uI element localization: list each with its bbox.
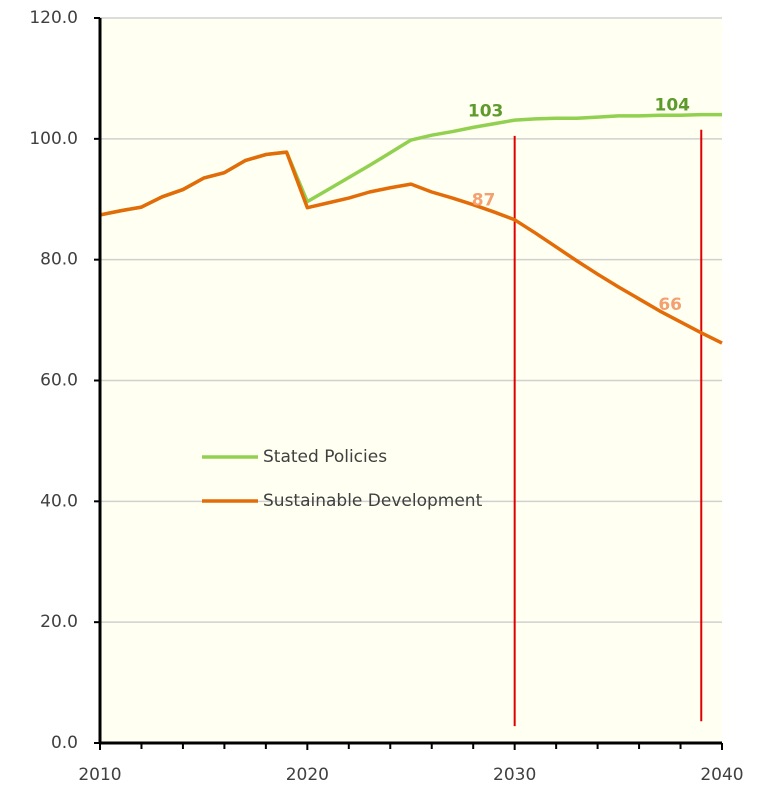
y-tick-label: 120.0	[29, 8, 78, 28]
y-tick-label: 60.0	[40, 371, 78, 391]
annotation: 66	[658, 295, 682, 315]
legend-label: Sustainable Development	[263, 491, 483, 511]
x-tick-label: 2010	[78, 765, 121, 785]
y-tick-label: 80.0	[40, 250, 78, 270]
annotation: 103	[468, 102, 504, 122]
y-tick-label: 0.0	[51, 733, 78, 753]
y-tick-label: 100.0	[29, 129, 78, 149]
x-tick-label: 2030	[493, 765, 536, 785]
annotation: 104	[654, 96, 690, 116]
y-tick-label: 20.0	[40, 612, 78, 632]
annotation: 87	[472, 190, 496, 210]
legend-label: Stated Policies	[263, 447, 387, 467]
x-tick-label: 2020	[286, 765, 329, 785]
x-tick-label: 2040	[700, 765, 743, 785]
series-line	[99, 150, 723, 345]
y-tick-label: 40.0	[40, 491, 78, 511]
